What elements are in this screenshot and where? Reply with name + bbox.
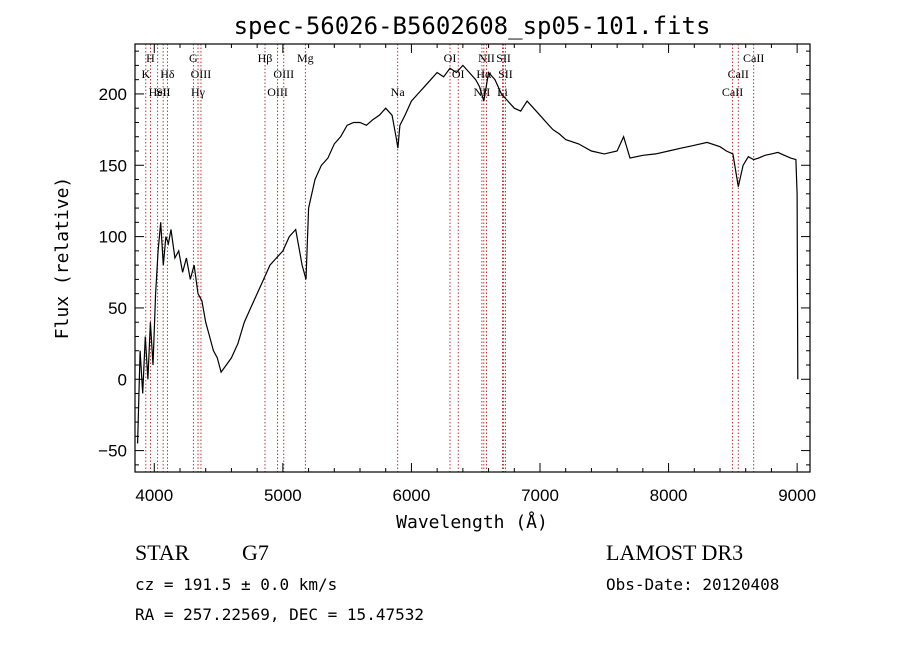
y-axis-ticks: −50 0 50 100 150 200 [98,50,810,466]
x-tick-label: 8000 [650,486,688,505]
survey-name: LAMOST DR3 [606,540,743,565]
x-tick-label: 5000 [264,486,302,505]
line-label: Mg [297,51,314,65]
y-tick-label: 0 [118,370,127,389]
line-label: OI [452,67,465,81]
y-tick-label: 150 [99,156,127,175]
line-label: NII [478,51,495,65]
x-axis-label: Wavelength (Å) [396,511,548,533]
y-tick-label: 100 [99,228,127,247]
x-tick-label: 9000 [778,486,816,505]
spectrum-line [137,64,799,444]
chart-title: spec-56026-B5602608_sp05-101.fits [234,12,711,40]
obs-date-text: Obs-Date: 20120408 [606,575,779,594]
line-label: Li [497,85,508,99]
line-label: SII [498,67,513,81]
line-label: CaII [722,85,743,99]
x-tick-label: 4000 [135,486,173,505]
line-label: OI [444,51,457,65]
line-label: HeI [149,85,167,99]
line-label: SII [496,51,511,65]
line-label: Hδ [160,67,175,81]
redshift-text: cz = 191.5 ± 0.0 km/s [135,575,337,594]
line-label: OIII [191,67,212,81]
coords-text: RA = 257.22569, DEC = 15.47532 [135,605,424,624]
line-label: Na [391,85,406,99]
spectral-line-markers [145,44,755,472]
x-tick-label: 7000 [521,486,559,505]
line-label: H [146,51,155,65]
x-axis-ticks: 4000 5000 6000 7000 8000 9000 [135,44,816,505]
object-class: STAR [135,540,190,565]
line-label: OIII [267,85,288,99]
line-label: Hβ [258,51,273,65]
y-tick-label: 200 [99,85,127,104]
y-tick-label: −50 [98,442,127,461]
y-axis-label: Flux (relative) [52,177,73,340]
line-label: NII [474,85,491,99]
plot-frame [134,43,811,473]
line-label: SII [156,85,171,99]
line-label: K [141,67,150,81]
line-label: Hγ [191,85,206,99]
line-label: G [189,51,198,65]
y-tick-label: 50 [108,299,127,318]
line-label: CaII [743,51,764,65]
x-tick-label: 6000 [393,486,431,505]
line-label: CaII [728,67,749,81]
object-subclass: G7 [242,540,269,565]
line-label: OIII [273,67,294,81]
